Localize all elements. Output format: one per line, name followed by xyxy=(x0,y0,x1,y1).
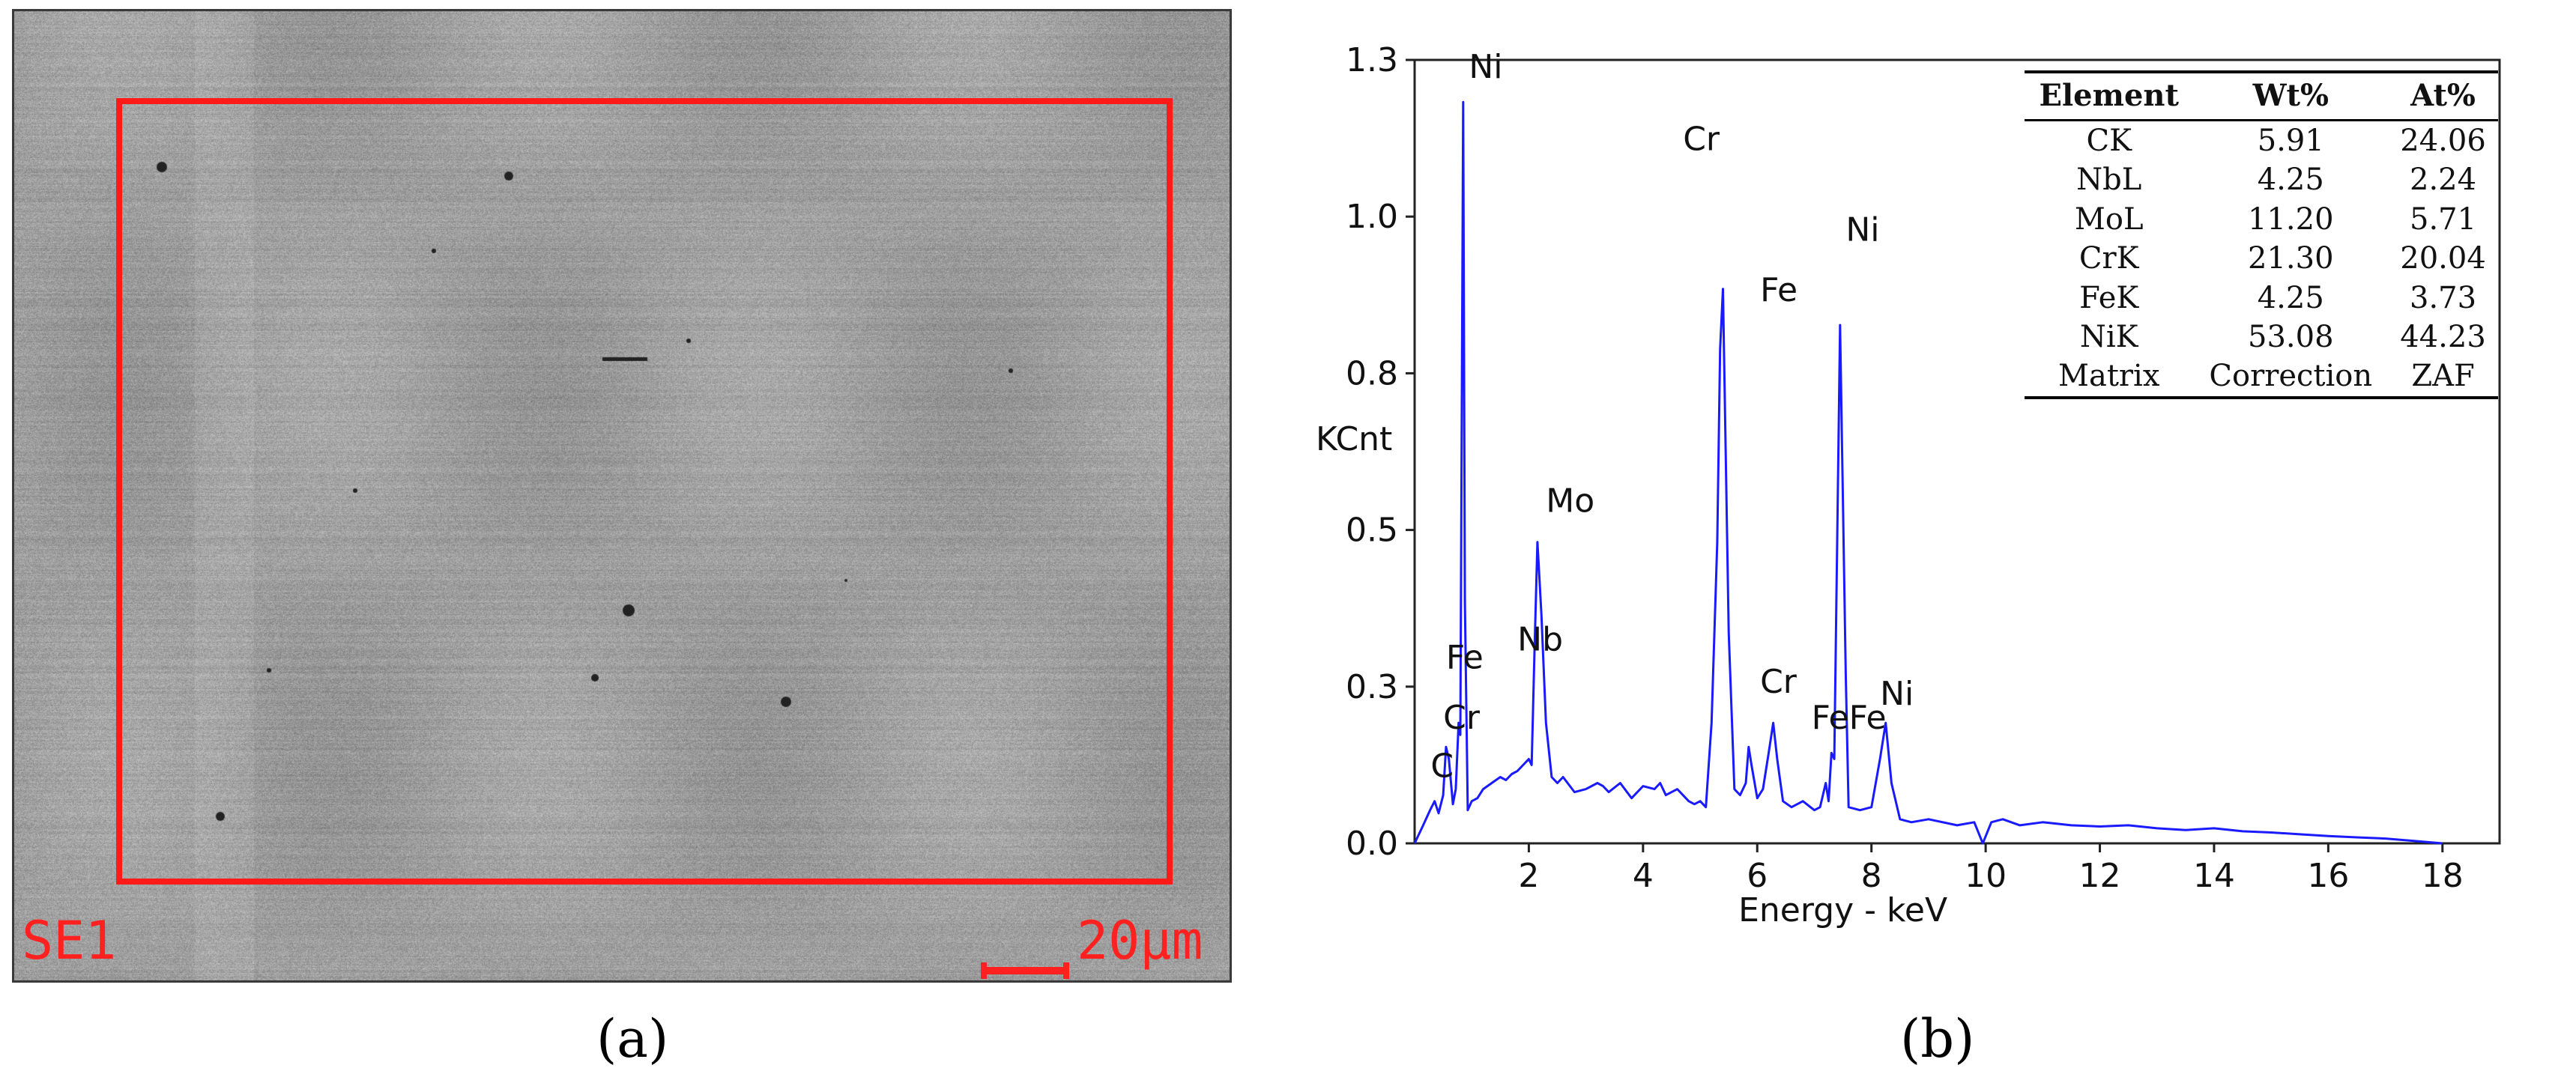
table-cell: 2.24 xyxy=(2410,163,2477,198)
y-tick-label: 0.0 xyxy=(1346,825,1398,863)
table-row: CK 5.91 24.06 xyxy=(2025,121,2498,161)
sem-micrograph-panel: SE1 20µm xyxy=(12,9,1232,983)
y-axis-label: KCnt xyxy=(1316,420,1392,458)
spectrum-line xyxy=(1413,100,2443,845)
peak-label: C xyxy=(1430,747,1454,785)
table-cell: 21.30 xyxy=(2248,241,2334,276)
sem-micrograph-image xyxy=(14,11,1230,980)
y-tick-label: 1.0 xyxy=(1346,198,1398,236)
table-column-header: At% xyxy=(2388,70,2498,121)
table-header-row: Element Wt% At% xyxy=(2025,70,2498,121)
caption-b: (b) xyxy=(1900,1008,1975,1070)
table-row: NiK 53.08 44.23 xyxy=(2025,318,2498,357)
table-cell: ZAF xyxy=(2388,357,2498,399)
spectrum-series xyxy=(1413,100,2443,845)
table-cell: 5.91 xyxy=(2257,124,2324,158)
x-tick-label: 14 xyxy=(2193,857,2235,895)
y-tick-label: 0.8 xyxy=(1346,354,1398,392)
table-cell: NiK xyxy=(2079,319,2138,354)
table-row: MoL 11.20 5.71 xyxy=(2025,200,2498,239)
table-cell: 11.20 xyxy=(2248,201,2334,237)
table-cell: 4.25 xyxy=(2257,163,2324,198)
table-cell: 53.08 xyxy=(2248,319,2334,354)
table-cell: 44.23 xyxy=(2400,319,2486,354)
table-cell: Matrix xyxy=(2025,357,2194,399)
peak-label: FeFe xyxy=(1812,699,1887,737)
table-cell: 3.73 xyxy=(2410,280,2477,315)
y-tick-label: 0.3 xyxy=(1346,668,1398,706)
peak-label: Ni xyxy=(1880,675,1914,713)
table-cell: 5.71 xyxy=(2410,201,2477,237)
table-row: CrK 21.30 20.04 xyxy=(2025,239,2498,278)
table-cell: 20.04 xyxy=(2400,241,2486,276)
composition-table: Element Wt% At% CK 5.91 24.06 NbL 4.25 2.24 MoL 1… xyxy=(2025,70,2498,399)
table-row: NbL 4.25 2.24 xyxy=(2025,160,2498,199)
x-tick-label: 16 xyxy=(2307,857,2349,895)
peak-label: Cr xyxy=(1760,663,1798,701)
x-tick-label: 6 xyxy=(1747,857,1768,895)
table-cell: 24.06 xyxy=(2400,124,2486,158)
table-row: Matrix Correction ZAF xyxy=(2025,357,2498,399)
peak-label: Nb xyxy=(1517,621,1563,659)
y-tick-label: 1.3 xyxy=(1346,41,1398,79)
scale-bar xyxy=(981,962,1069,979)
table-cell: Correction xyxy=(2193,357,2389,399)
caption-a: (a) xyxy=(596,1008,669,1070)
table-cell: 4.25 xyxy=(2257,280,2324,315)
x-tick-label: 8 xyxy=(1861,857,1882,895)
peak-label: Ni xyxy=(1845,210,1879,249)
chart-axes: 0.0 0.3 0.5 0.8 1.0 1.3 2 4 6 8 10 12 14 16 18 Energy -… xyxy=(1316,41,2501,929)
plot-frame xyxy=(1413,58,2501,845)
eds-spectrum-chart: 0.0 0.3 0.5 0.8 1.0 1.3 2 4 6 8 10 12 14 16 18 Energy -… xyxy=(1316,41,2501,929)
x-tick-label: 12 xyxy=(2079,857,2121,895)
table-row: FeK 4.25 3.73 xyxy=(2025,279,2498,318)
table-column-header: Element xyxy=(2025,70,2194,121)
table-cell: CrK xyxy=(2078,241,2139,276)
peak-label: Mo xyxy=(1546,482,1594,520)
table-body: CK 5.91 24.06 NbL 4.25 2.24 MoL 11.20 5.71 CrK 21.… xyxy=(2025,121,2498,399)
table-cell: MoL xyxy=(2074,201,2144,237)
detector-mode-label: SE1 xyxy=(22,910,117,971)
peak-label: Cr xyxy=(1683,121,1720,159)
x-tick-label: 2 xyxy=(1518,857,1539,895)
peak-label: Fe xyxy=(1446,639,1484,677)
peak-label: Fe xyxy=(1760,271,1798,309)
peak-label: Ni xyxy=(1469,48,1502,86)
x-tick-label: 18 xyxy=(2422,857,2464,895)
table-column-header: Wt% xyxy=(2193,70,2389,121)
x-tick-label: 10 xyxy=(1965,857,2007,895)
peak-label: Cr xyxy=(1443,699,1481,737)
table-cell: CK xyxy=(2086,124,2132,158)
x-tick-label: 4 xyxy=(1633,857,1654,895)
table-cell: FeK xyxy=(2079,280,2139,315)
table-cell: NbL xyxy=(2076,163,2142,198)
scale-bar-label: 20µm xyxy=(1077,910,1203,971)
y-tick-label: 0.5 xyxy=(1346,512,1398,550)
x-axis-label: Energy - keV xyxy=(1738,891,1947,929)
analysis-region-box xyxy=(116,98,1173,885)
